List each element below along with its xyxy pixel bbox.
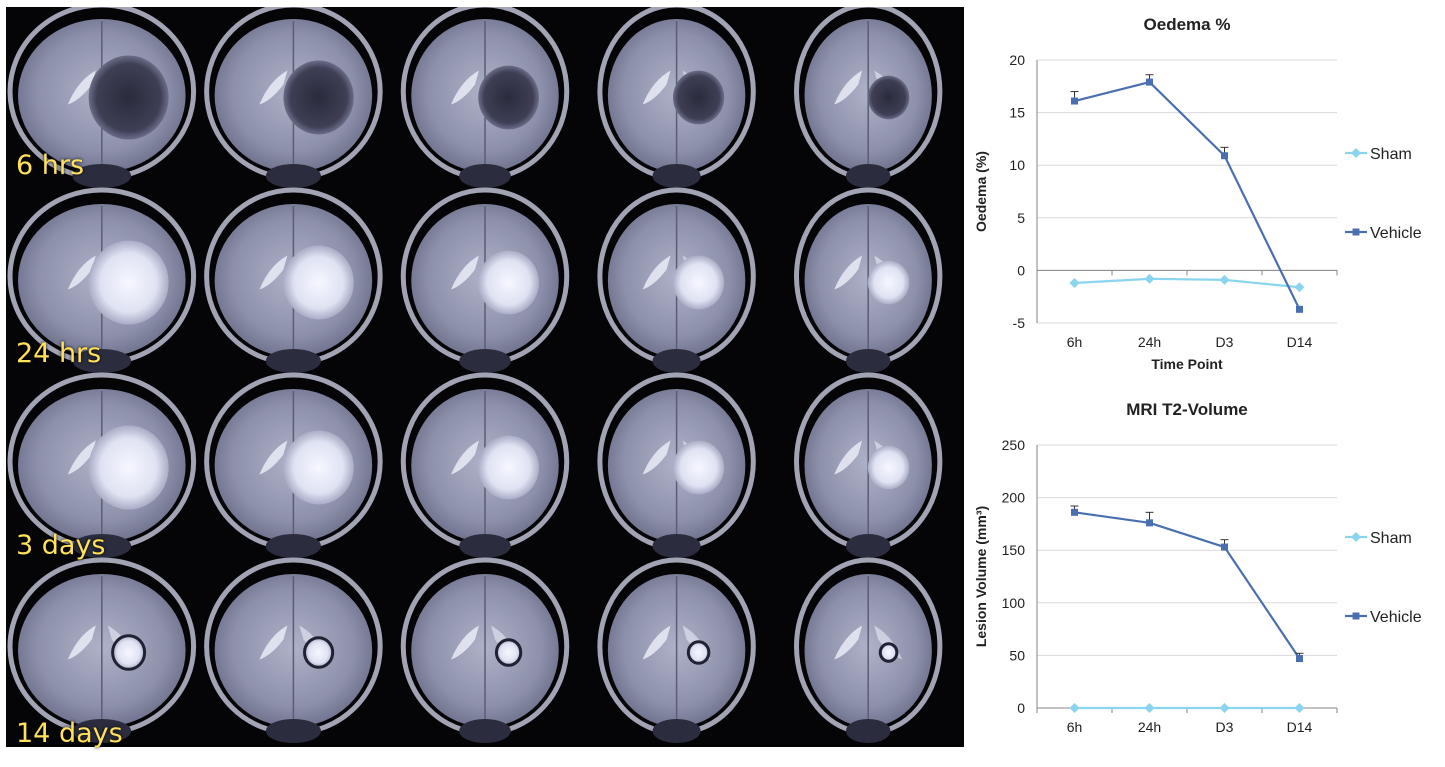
data-point bbox=[1294, 703, 1305, 713]
y-axis-label: Oedema (%) bbox=[973, 151, 989, 232]
y-tick-label: 0 bbox=[1017, 262, 1025, 278]
x-tick-label: D14 bbox=[1287, 719, 1313, 735]
data-point bbox=[1221, 543, 1228, 551]
y-tick-label: 0 bbox=[1017, 700, 1025, 716]
y-tick-label: 20 bbox=[1009, 52, 1025, 68]
x-tick-label: D3 bbox=[1216, 719, 1234, 735]
data-point bbox=[1069, 703, 1080, 713]
legend-label: Sham bbox=[1370, 146, 1412, 163]
oedema-chart: Oedema % -5 0 5 10 15 20 6h 24h D3 D14 Time Point Oe… bbox=[973, 15, 1422, 372]
y-tick-label: 10 bbox=[1009, 157, 1025, 173]
data-point bbox=[1219, 274, 1230, 285]
x-tick-label: 6h bbox=[1067, 334, 1083, 350]
brain-slice bbox=[597, 187, 756, 373]
data-point bbox=[1144, 273, 1155, 284]
x-tick-label: 6h bbox=[1067, 719, 1083, 735]
legend-marker bbox=[1351, 532, 1361, 542]
data-point bbox=[1071, 97, 1078, 105]
legend-label: Vehicle bbox=[1370, 225, 1422, 242]
x-tick-label: 24h bbox=[1138, 719, 1161, 735]
data-point bbox=[1071, 508, 1078, 516]
y-tick-label: 250 bbox=[1002, 437, 1026, 453]
mri-grid bbox=[7, 2, 943, 743]
data-point bbox=[1221, 152, 1228, 160]
brain-slice bbox=[204, 557, 383, 743]
series-line bbox=[1074, 80, 1301, 310]
y-axis-label: Lesion Volume (mm³) bbox=[973, 506, 989, 647]
mri-row-label-1: 6 hrs bbox=[16, 150, 85, 181]
mri-row-label-3: 3 days bbox=[16, 530, 106, 561]
x-tick-label: D3 bbox=[1216, 334, 1234, 350]
brain-slice bbox=[794, 372, 943, 558]
y-tick-label: 200 bbox=[1002, 490, 1026, 506]
y-tick-label: 15 bbox=[1009, 105, 1025, 121]
mri-row-label-2: 24 hrs bbox=[16, 338, 102, 369]
data-point bbox=[1219, 703, 1230, 713]
data-point bbox=[1144, 703, 1155, 713]
brain-slice bbox=[7, 557, 197, 743]
chart-title: MRI T2-Volume bbox=[1126, 400, 1248, 419]
chart-title: Oedema % bbox=[1144, 15, 1231, 34]
t2-volume-chart: MRI T2-Volume 0 50 100 150 200 250 6h 24h D3 D14 Le… bbox=[973, 400, 1422, 735]
x-tick-label: 24h bbox=[1138, 334, 1161, 350]
brain-slice bbox=[7, 187, 197, 373]
legend-marker bbox=[1352, 612, 1360, 620]
legend-label: Sham bbox=[1370, 530, 1412, 547]
x-axis-label: Time Point bbox=[1151, 356, 1223, 372]
brain-slice bbox=[794, 2, 943, 188]
brain-slice bbox=[597, 372, 756, 558]
mri-image-panel: 6 hrs 24 hrs 3 days 14 days bbox=[6, 2, 964, 749]
data-point bbox=[1294, 282, 1305, 293]
brain-slice bbox=[400, 187, 570, 373]
mri-row-label-4: 14 days bbox=[16, 718, 123, 749]
legend-label: Vehicle bbox=[1370, 609, 1422, 626]
brain-slice bbox=[597, 2, 756, 188]
data-point bbox=[1296, 305, 1303, 313]
brain-slice bbox=[597, 557, 756, 743]
data-point bbox=[1069, 278, 1080, 289]
series-line bbox=[1074, 277, 1300, 289]
y-tick-label: 150 bbox=[1002, 542, 1026, 558]
legend-marker bbox=[1351, 148, 1361, 158]
data-point bbox=[1146, 78, 1153, 86]
brain-slice bbox=[204, 2, 383, 188]
charts-column: Oedema % -5 0 5 10 15 20 6h 24h D3 D14 Time Point Oe… bbox=[964, 0, 1445, 767]
brain-slice bbox=[794, 187, 943, 373]
legend-marker bbox=[1352, 228, 1360, 236]
series-line bbox=[1074, 511, 1301, 660]
data-point bbox=[1296, 655, 1303, 663]
brain-slice bbox=[7, 2, 197, 188]
y-tick-label: 50 bbox=[1009, 647, 1025, 663]
brain-slice bbox=[204, 372, 383, 558]
brain-slice bbox=[204, 187, 383, 373]
y-tick-label: -5 bbox=[1013, 315, 1026, 331]
brain-slice bbox=[400, 557, 570, 743]
brain-slice bbox=[400, 372, 570, 558]
brain-slice bbox=[794, 557, 943, 743]
y-tick-label: 100 bbox=[1002, 595, 1026, 611]
brain-slice bbox=[400, 2, 570, 188]
x-tick-label: D14 bbox=[1287, 334, 1313, 350]
brain-slice bbox=[7, 372, 197, 558]
data-point bbox=[1146, 519, 1153, 527]
y-tick-label: 5 bbox=[1017, 210, 1025, 226]
